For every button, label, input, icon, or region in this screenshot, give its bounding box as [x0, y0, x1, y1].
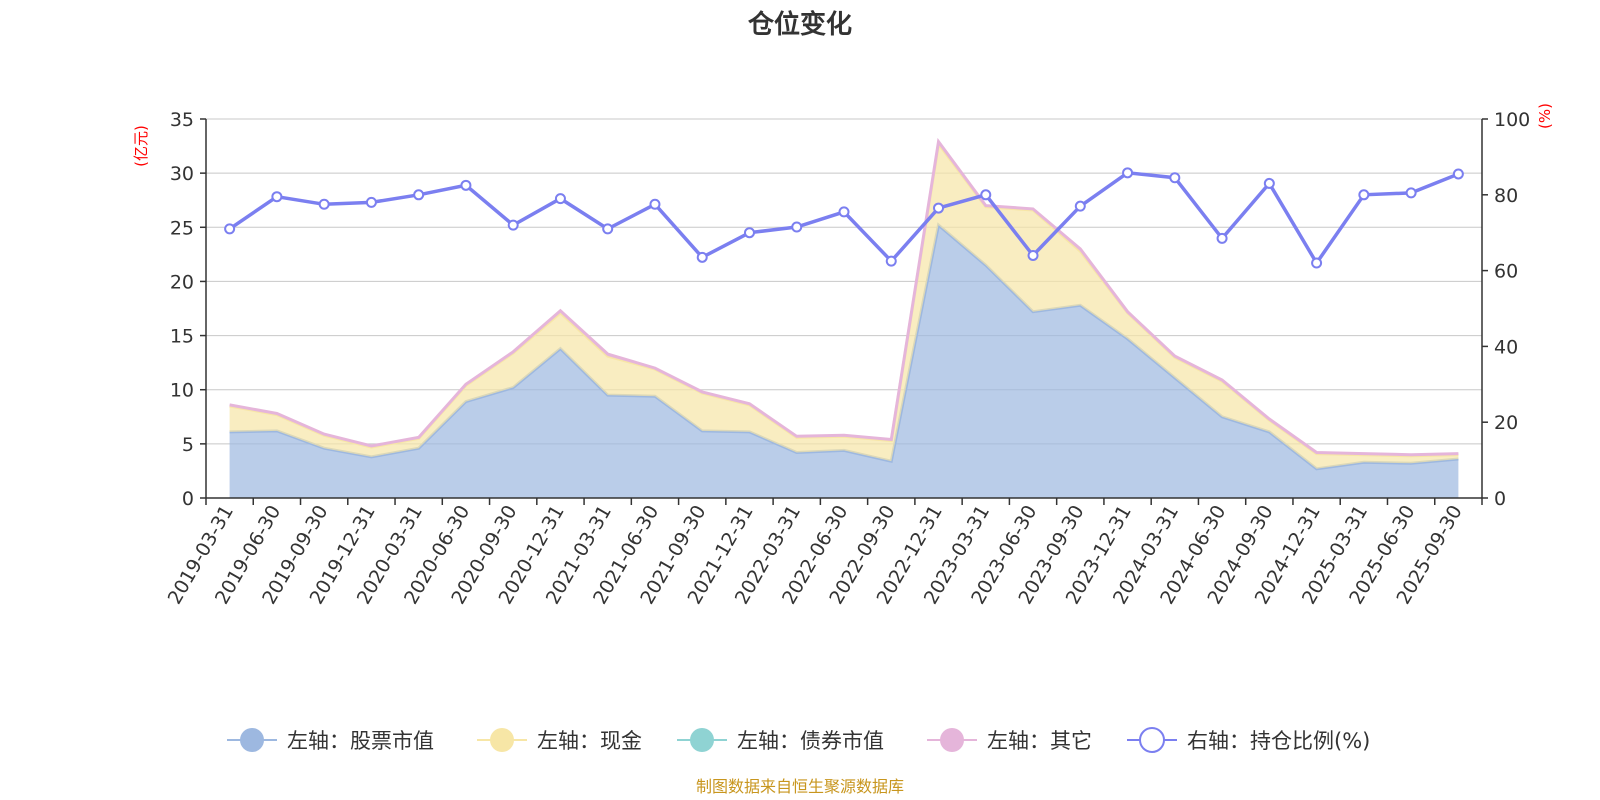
- left-tick-label: 35: [170, 109, 194, 131]
- legend: 左轴：股票市值 左轴：现金 左轴：债券市值 左轴：其它 右轴：持仓比例(%): [227, 727, 1370, 753]
- ratio-point: [602, 223, 614, 235]
- left-tick-label: 10: [170, 380, 194, 402]
- ratio-point: [1358, 189, 1370, 201]
- ratio-point: [507, 219, 519, 231]
- ratio-point: [791, 221, 803, 233]
- ratio-point: [224, 223, 236, 235]
- legend-item: 左轴：债券市值: [677, 728, 884, 753]
- ratio-point: [1074, 200, 1086, 212]
- ratio-point: [1405, 187, 1417, 199]
- ratio-point: [554, 193, 566, 205]
- axis-layer: 051015202530350204060801002019-03-312019…: [164, 109, 1531, 608]
- legend-item: 左轴：现金: [477, 728, 642, 753]
- legend-label: 左轴：股票市值: [287, 729, 434, 753]
- data-source-note: 制图数据来自恒生聚源数据库: [696, 777, 904, 796]
- left-tick-label: 25: [170, 217, 194, 239]
- left-tick-label: 15: [170, 326, 194, 348]
- left-axis-unit: (亿元): [132, 125, 150, 167]
- legend-label: 左轴：其它: [987, 729, 1092, 753]
- ratio-point: [1122, 167, 1134, 179]
- left-tick-label: 20: [170, 271, 194, 293]
- ratio-point: [1169, 172, 1181, 184]
- left-tick-label: 0: [182, 488, 194, 510]
- legend-marker: [940, 728, 964, 752]
- ratio-point: [696, 251, 708, 263]
- legend-label: 左轴：现金: [537, 729, 642, 753]
- ratio-point: [980, 189, 992, 201]
- legend-item: 左轴：其它: [927, 728, 1092, 753]
- area-layer: [229, 137, 1459, 498]
- right-tick-label: 20: [1494, 412, 1518, 434]
- legend-item: 右轴：持仓比例(%): [1127, 727, 1370, 753]
- ratio-point: [318, 198, 330, 210]
- right-tick-label: 80: [1494, 185, 1518, 207]
- legend-marker: [490, 728, 514, 752]
- ratio-point: [1263, 177, 1275, 189]
- ratio-point: [1216, 232, 1228, 244]
- ratio-point: [1452, 168, 1464, 180]
- legend-label: 右轴：持仓比例(%): [1187, 729, 1370, 753]
- ratio-point: [1311, 257, 1323, 269]
- right-tick-label: 60: [1494, 261, 1518, 283]
- left-tick-label: 5: [182, 434, 194, 456]
- ratio-point: [365, 196, 377, 208]
- ratio-point: [838, 206, 850, 218]
- ratio-line: [228, 170, 1460, 267]
- chart-title: 仓位变化: [747, 9, 852, 40]
- ratio-point: [885, 255, 897, 267]
- ratio-point: [460, 179, 472, 191]
- right-axis-unit: (%): [1536, 103, 1554, 129]
- grid-layer: [206, 118, 1482, 445]
- legend-label: 左轴：债券市值: [737, 729, 884, 753]
- right-tick-label: 40: [1494, 336, 1518, 358]
- right-tick-label: 0: [1494, 488, 1506, 510]
- ratio-point: [743, 227, 755, 239]
- left-tick-label: 30: [170, 163, 194, 185]
- legend-marker: [690, 728, 714, 752]
- ratio-point: [933, 202, 945, 214]
- ratio-point: [1027, 249, 1039, 261]
- legend-item: 左轴：股票市值: [227, 728, 434, 753]
- legend-marker: [1139, 727, 1165, 753]
- ratio-point: [649, 198, 661, 210]
- right-tick-label: 100: [1494, 109, 1530, 131]
- ratio-point: [413, 189, 425, 201]
- ratio-point: [271, 191, 283, 203]
- line-layer: [224, 167, 1464, 269]
- area-左轴：股票市值: [229, 225, 1459, 498]
- legend-marker: [240, 728, 264, 752]
- area-edge-左轴：其它: [229, 137, 1459, 457]
